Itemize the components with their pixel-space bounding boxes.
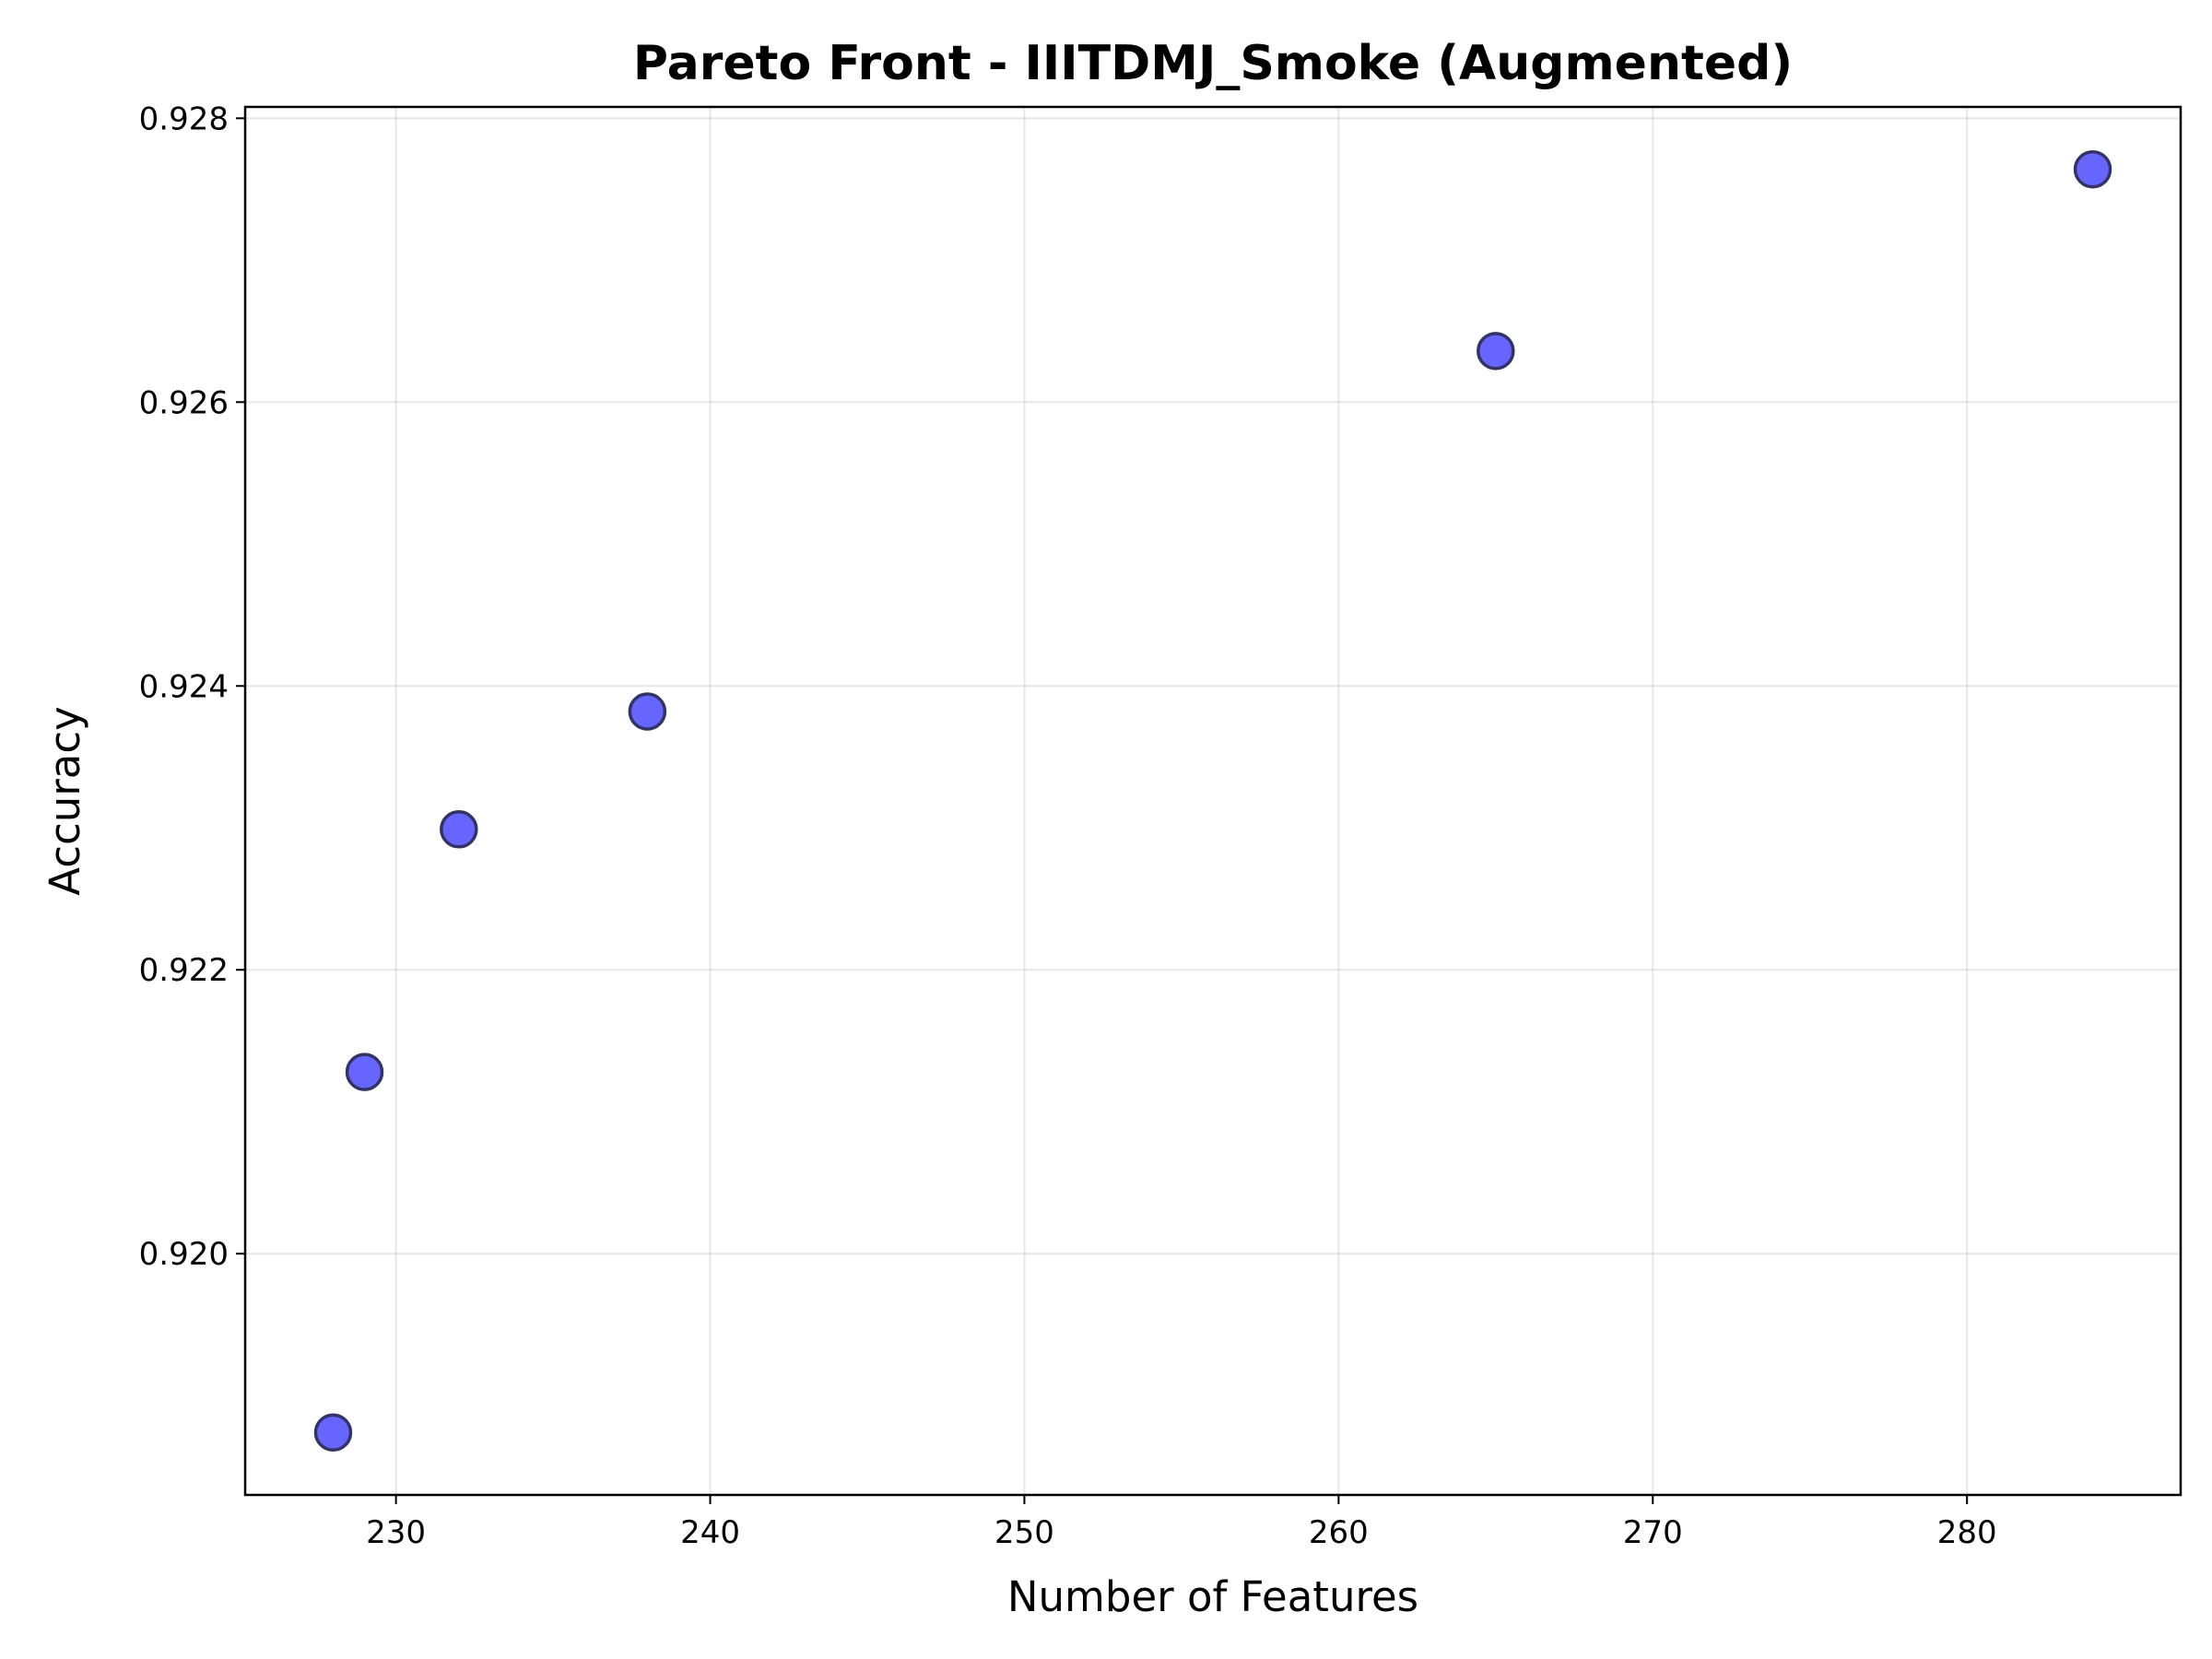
y-axis-label: Accuracy [41,706,89,895]
x-tick-label: 240 [680,1514,740,1551]
x-tick-label: 250 [994,1514,1054,1551]
y-tick-label: 0.920 [139,1236,229,1273]
y-tick-label: 0.928 [139,100,229,137]
scatter-point [628,692,667,731]
data-points [313,150,2112,1452]
scatter-point [2073,150,2112,189]
grid [245,107,2181,1495]
chart-title: Pareto Front - IIITDMJ_Smoke (Augmented) [633,36,1793,91]
x-tick-label: 280 [1937,1514,1997,1551]
y-tick-label: 0.924 [139,668,229,705]
plot-frame [243,105,2183,1497]
axis-ticks: 230 240 250 260 270 280 0.920 0.922 0.924 0.926 0.… [139,100,1997,1551]
scatter-point [345,1053,384,1091]
scatter-point [440,810,478,849]
x-tick-label: 230 [366,1514,426,1551]
scatter-point [1477,332,1515,371]
scatter-point [313,1413,353,1452]
x-tick-label: 270 [1623,1514,1683,1551]
y-tick-label: 0.922 [139,952,229,989]
y-tick-label: 0.926 [139,384,229,421]
x-tick-label: 260 [1309,1514,1369,1551]
x-axis-label: Number of Features [1007,1572,1418,1621]
